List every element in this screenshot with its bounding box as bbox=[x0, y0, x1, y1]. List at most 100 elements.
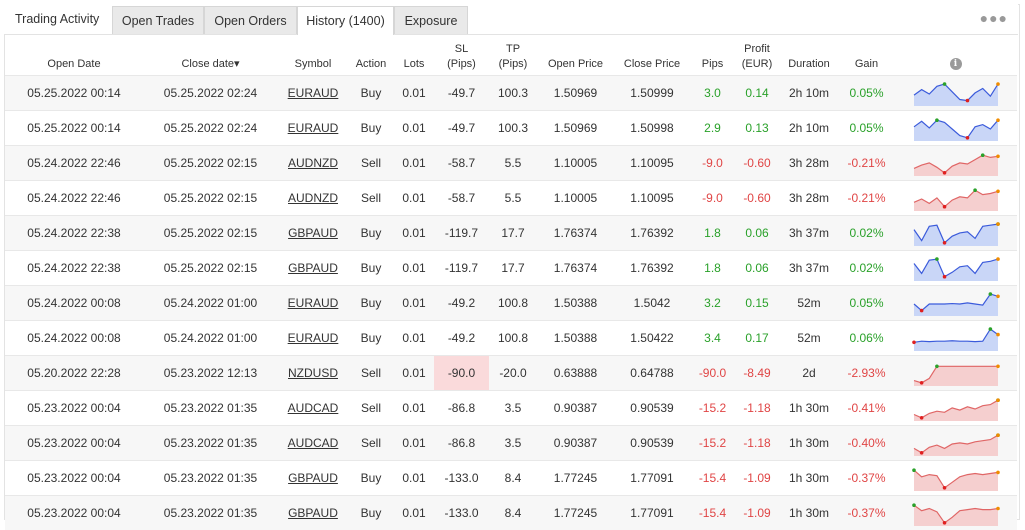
trade-sparkline bbox=[912, 359, 1000, 387]
info-icon[interactable]: i bbox=[950, 58, 962, 70]
col-pips[interactable]: Pips bbox=[690, 35, 735, 76]
symbol-link[interactable]: AUDNZD bbox=[288, 156, 338, 170]
col-open-date[interactable]: Open Date bbox=[5, 35, 143, 76]
cell-close-date: 05.25.2022 02:15 bbox=[143, 251, 278, 286]
sparkline-area bbox=[914, 366, 998, 386]
col-action[interactable]: Action bbox=[348, 35, 394, 76]
cell-open-date: 05.23.2022 00:04 bbox=[5, 391, 143, 426]
cell-action: Buy bbox=[348, 216, 394, 251]
table-header-row: Open Date Close date▾ Symbol Action Lots… bbox=[5, 35, 1017, 76]
sparkline-min-point bbox=[942, 275, 946, 279]
sparkline-area bbox=[914, 435, 998, 456]
symbol-link[interactable]: EURAUD bbox=[288, 86, 339, 100]
cell-lots: 0.01 bbox=[394, 321, 434, 356]
tab-history[interactable]: History (1400) bbox=[297, 6, 394, 35]
panel-title: Trading Activity bbox=[15, 4, 99, 34]
col-duration[interactable]: Duration bbox=[779, 35, 839, 76]
col-sl[interactable]: SL (Pips) bbox=[434, 35, 489, 76]
cell-pips: -90.0 bbox=[690, 356, 735, 391]
cell-profit: 0.14 bbox=[735, 76, 779, 111]
sparkline-max-point bbox=[935, 118, 939, 122]
trade-sparkline bbox=[912, 429, 1000, 457]
cell-close-date: 05.25.2022 02:24 bbox=[143, 76, 278, 111]
cell-profit: 0.06 bbox=[735, 251, 779, 286]
cell-pips: 3.0 bbox=[690, 76, 735, 111]
sparkline-min-point bbox=[965, 136, 969, 140]
cell-tp: 100.3 bbox=[489, 76, 537, 111]
cell-tp: 3.5 bbox=[489, 426, 537, 461]
tab-open-orders[interactable]: Open Orders bbox=[204, 6, 297, 34]
symbol-link[interactable]: EURAUD bbox=[288, 331, 339, 345]
symbol-link[interactable]: GBPAUD bbox=[288, 226, 338, 240]
cell-profit: 0.15 bbox=[735, 286, 779, 321]
col-tp[interactable]: TP(Pips) bbox=[489, 35, 537, 76]
cell-sl: -119.7 bbox=[434, 251, 489, 286]
sparkline-min-point bbox=[942, 241, 946, 245]
cell-gain: -0.41% bbox=[839, 391, 894, 426]
more-dots-icon[interactable]: ●●● bbox=[980, 13, 1008, 23]
col-profit-unit: (EUR) bbox=[742, 58, 773, 70]
symbol-link[interactable]: AUDCAD bbox=[288, 436, 339, 450]
cell-symbol: GBPAUD bbox=[278, 461, 348, 496]
cell-tp: -20.0 bbox=[489, 356, 537, 391]
symbol-link[interactable]: AUDCAD bbox=[288, 401, 339, 415]
symbol-link[interactable]: EURAUD bbox=[288, 121, 339, 135]
cell-duration: 3h 28m bbox=[779, 146, 839, 181]
symbol-link[interactable]: AUDNZD bbox=[288, 191, 338, 205]
cell-close-price: 0.64788 bbox=[614, 356, 690, 391]
tab-exposure[interactable]: Exposure bbox=[394, 6, 468, 34]
cell-open-price: 1.77245 bbox=[537, 496, 614, 530]
col-symbol[interactable]: Symbol bbox=[278, 35, 348, 76]
cell-gain: -0.40% bbox=[839, 426, 894, 461]
col-lots[interactable]: Lots bbox=[394, 35, 434, 76]
sparkline-area bbox=[914, 294, 998, 316]
sparkline-min-point bbox=[942, 486, 946, 490]
cell-symbol: GBPAUD bbox=[278, 251, 348, 286]
col-open-price[interactable]: Open Price bbox=[537, 35, 614, 76]
sparkline-last-point bbox=[996, 365, 1000, 369]
col-close-price[interactable]: Close Price bbox=[614, 35, 690, 76]
cell-close-date: 05.24.2022 01:00 bbox=[143, 286, 278, 321]
symbol-link[interactable]: EURAUD bbox=[288, 296, 339, 310]
symbol-link[interactable]: GBPAUD bbox=[288, 261, 338, 275]
col-profit[interactable]: Profit(EUR) bbox=[735, 35, 779, 76]
sparkline-max-point bbox=[935, 365, 939, 369]
cell-gain: -0.21% bbox=[839, 146, 894, 181]
cell-symbol: AUDNZD bbox=[278, 146, 348, 181]
tab-open-trades[interactable]: Open Trades bbox=[112, 6, 204, 34]
symbol-link[interactable]: GBPAUD bbox=[288, 471, 338, 485]
sparkline-area bbox=[914, 190, 998, 211]
cell-open-price: 1.77245 bbox=[537, 461, 614, 496]
cell-sparkline bbox=[894, 426, 1017, 461]
sparkline-area bbox=[914, 470, 998, 491]
cell-duration: 2h 10m bbox=[779, 111, 839, 146]
cell-lots: 0.01 bbox=[394, 426, 434, 461]
cell-close-date: 05.25.2022 02:24 bbox=[143, 111, 278, 146]
cell-duration: 1h 30m bbox=[779, 426, 839, 461]
cell-open-date: 05.25.2022 00:14 bbox=[5, 76, 143, 111]
col-close-date[interactable]: Close date▾ bbox=[143, 35, 278, 76]
col-gain[interactable]: Gain bbox=[839, 35, 894, 76]
cell-close-date: 05.23.2022 01:35 bbox=[143, 391, 278, 426]
trade-sparkline bbox=[912, 149, 1000, 177]
col-sl-unit: (Pips) bbox=[447, 58, 476, 70]
symbol-link[interactable]: NZDUSD bbox=[288, 366, 338, 380]
cell-open-date: 05.23.2022 00:04 bbox=[5, 461, 143, 496]
col-sl-label: SL bbox=[455, 43, 468, 55]
sparkline-last-point bbox=[996, 155, 1000, 159]
cell-close-price: 1.77091 bbox=[614, 496, 690, 530]
cell-close-price: 0.90539 bbox=[614, 426, 690, 461]
